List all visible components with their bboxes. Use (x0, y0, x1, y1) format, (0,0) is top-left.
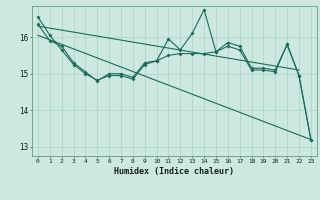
X-axis label: Humidex (Indice chaleur): Humidex (Indice chaleur) (115, 167, 234, 176)
